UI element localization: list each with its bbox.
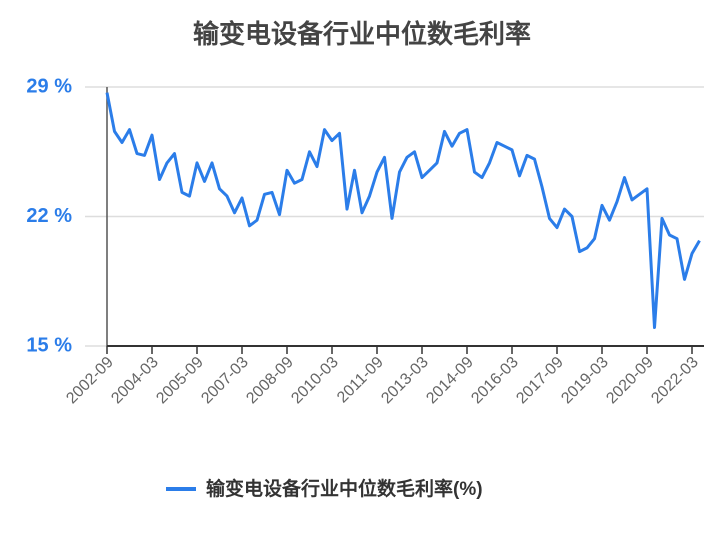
- series-line: [105, 92, 701, 329]
- x-tick-label: 2016-03: [468, 354, 522, 408]
- x-tick-label: 2010-03: [288, 354, 342, 408]
- x-tick-label: 2005-09: [153, 354, 207, 408]
- x-tick-label: 2013-03: [378, 354, 432, 408]
- x-tick-label: 2020-09: [603, 354, 657, 408]
- x-tick-label: 2019-03: [558, 354, 612, 408]
- x-tick-label: 2007-03: [198, 354, 252, 408]
- x-tick-label: 2008-09: [243, 354, 297, 408]
- x-tick-label: 2014-09: [423, 354, 477, 408]
- chart-title: 输变电设备行业中位数毛利率: [193, 19, 531, 49]
- x-tick-label: 2011-09: [334, 354, 387, 407]
- y-tick-label: 22 %: [26, 205, 72, 227]
- y-tick-label: 29 %: [26, 75, 72, 97]
- x-tick-label: 2002-09: [63, 354, 117, 408]
- x-tick-label: 2017-09: [513, 354, 567, 408]
- y-tick-label: 15 %: [26, 334, 72, 356]
- x-tick-label: 2022-03: [648, 354, 702, 408]
- legend-label: 输变电设备行业中位数毛利率(%): [206, 477, 483, 500]
- x-tick-label: 2004-03: [108, 354, 162, 408]
